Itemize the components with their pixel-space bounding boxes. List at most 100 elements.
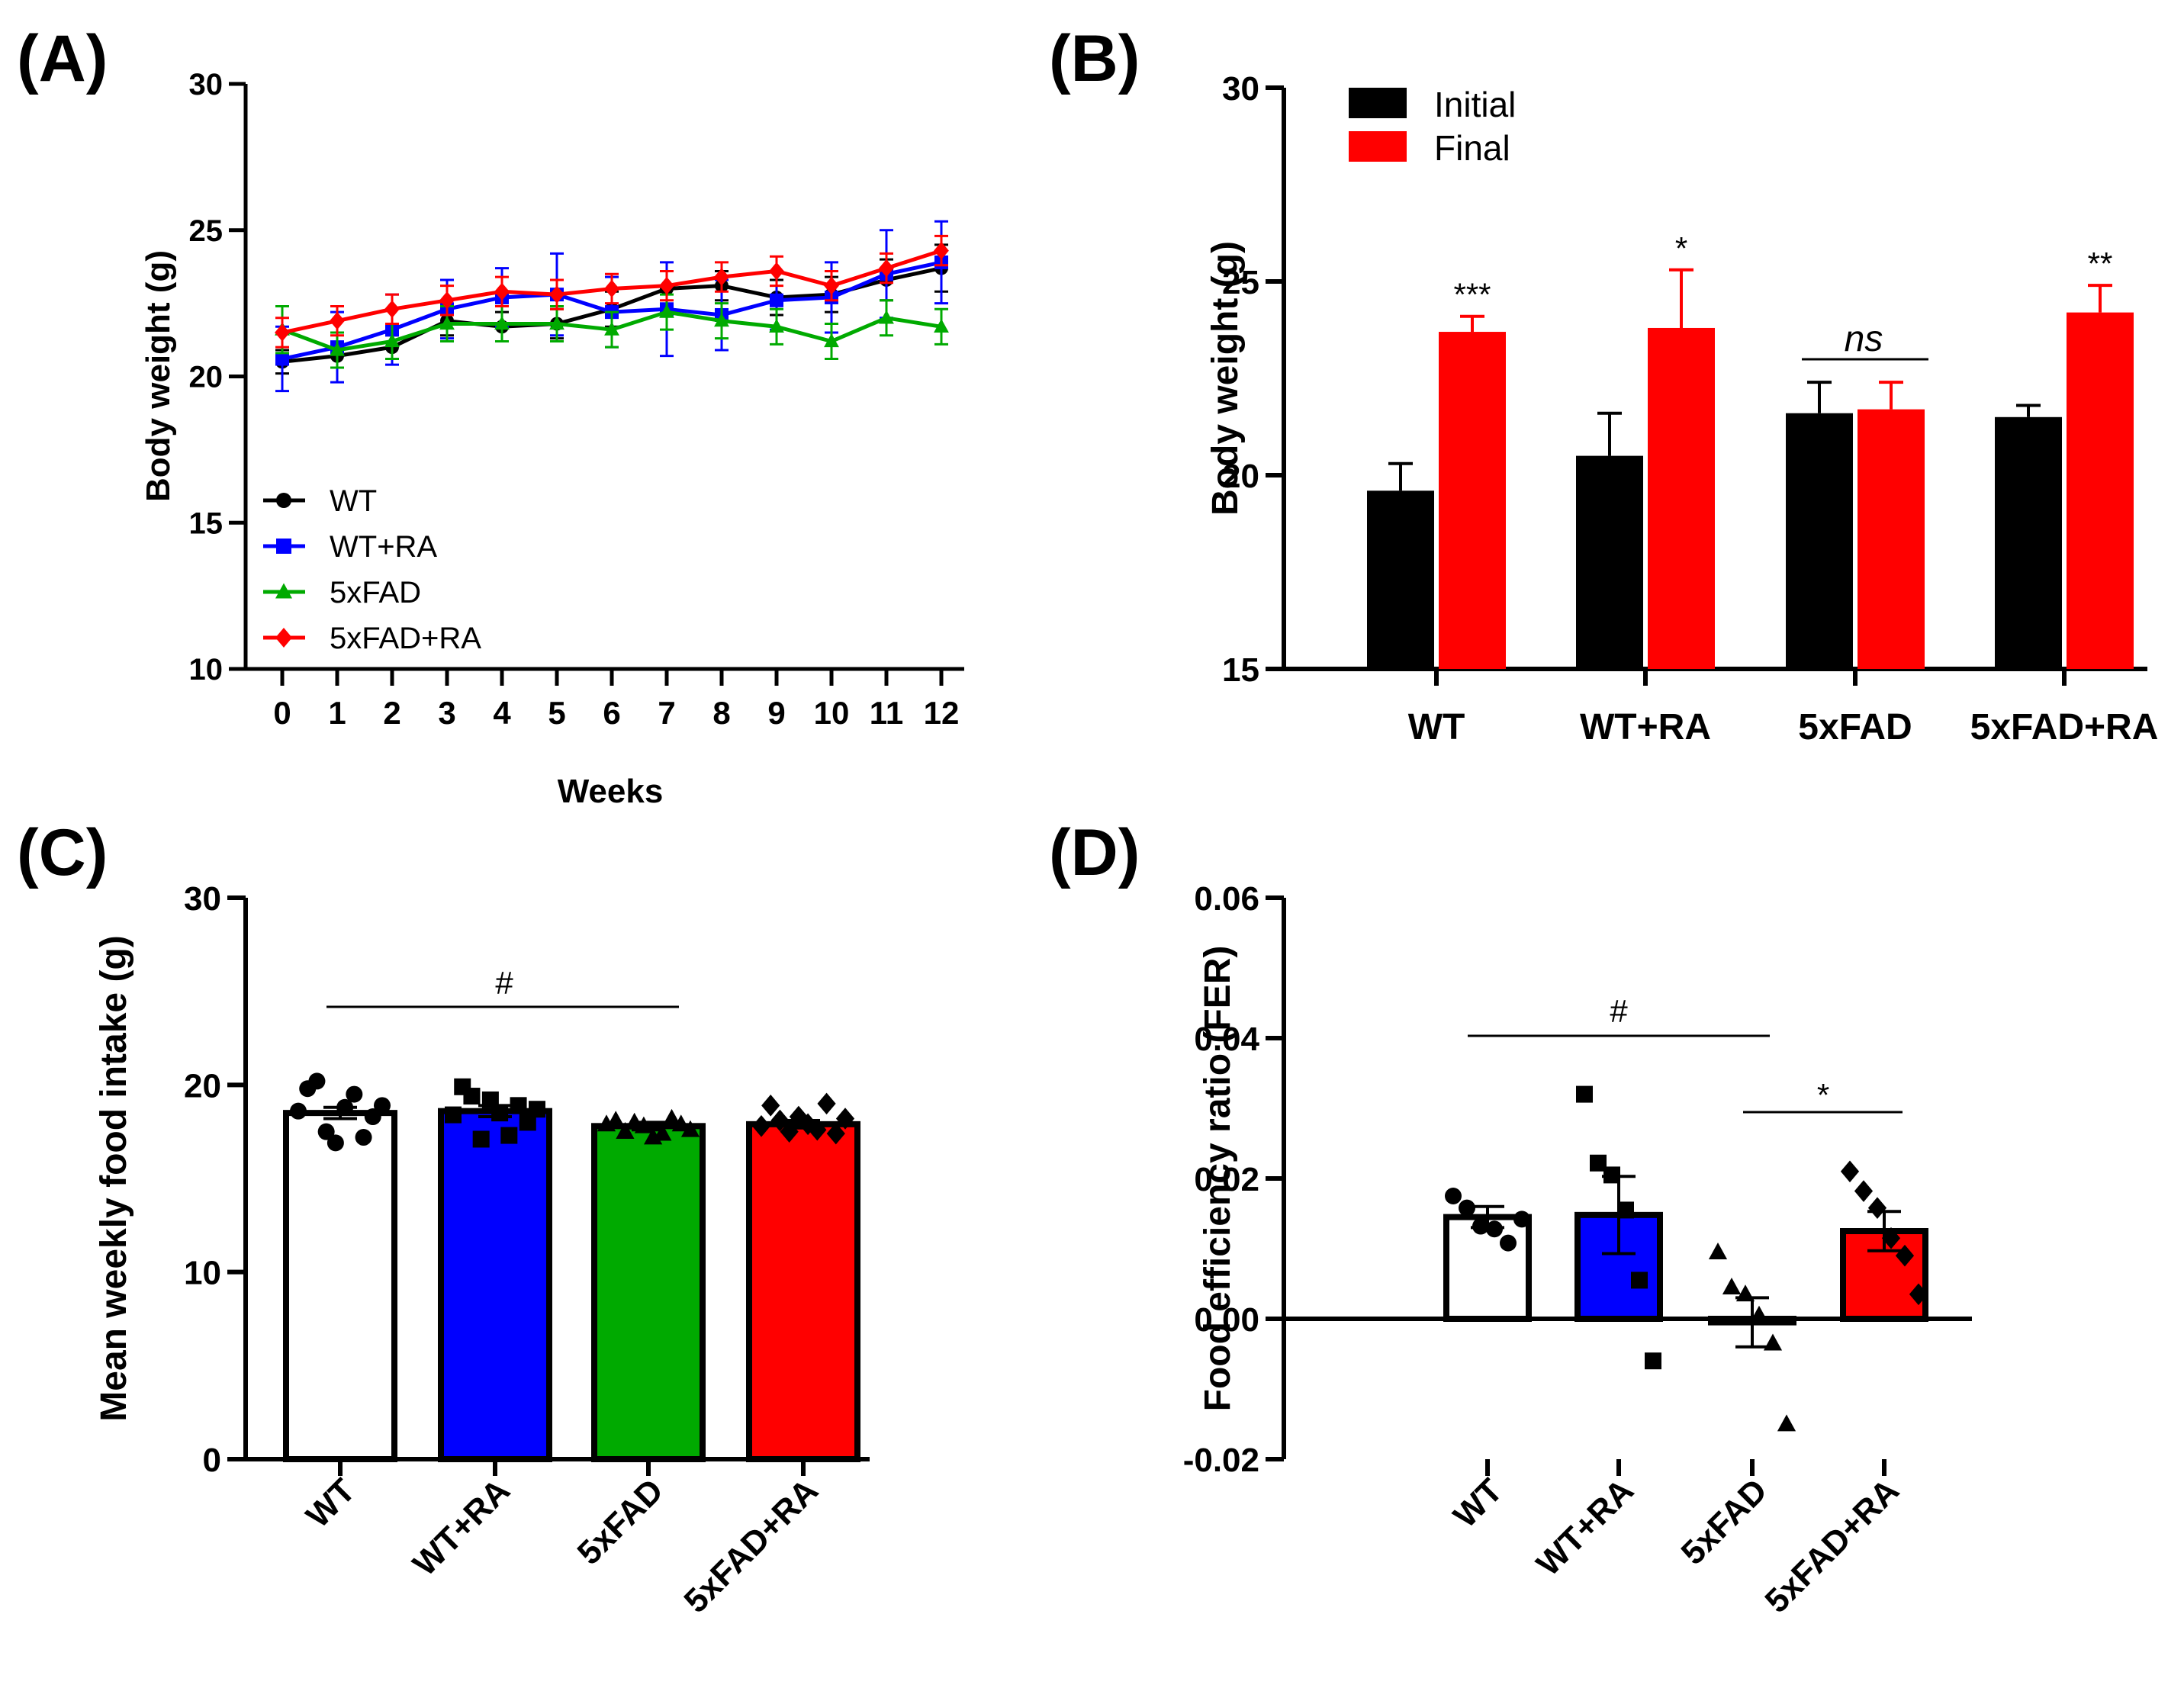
d-y-tick-label: -0.02 xyxy=(1183,1442,1259,1479)
a-x-tick-label: 7 xyxy=(658,695,675,731)
c-data-point xyxy=(817,1092,836,1115)
d-x-tick-label: 5xFAD+RA xyxy=(1758,1471,1906,1620)
a-point xyxy=(439,291,455,310)
d-data-point xyxy=(1645,1352,1661,1370)
d-y-tick-label: 0.00 xyxy=(1194,1301,1259,1339)
a-point xyxy=(604,321,619,336)
c-y-tick-label: 30 xyxy=(184,880,221,918)
a-x-tick-label: 12 xyxy=(924,695,960,731)
a-point xyxy=(330,311,345,330)
d-x-tick-label: 5xFAD xyxy=(1674,1471,1774,1571)
d-bar xyxy=(1443,1214,1532,1322)
b-legend-swatch xyxy=(1349,88,1407,118)
a-y-tick-label: 25 xyxy=(189,214,224,248)
b-y-axis-label: Body weight (g) xyxy=(1205,241,1246,516)
b-bar xyxy=(1576,455,1643,669)
a-y-tick-label: 20 xyxy=(189,361,224,394)
panel-label-d: (D) xyxy=(1049,816,1140,889)
c-data-point xyxy=(472,1130,490,1148)
panel-label-b: (B) xyxy=(1049,22,1140,95)
a-point xyxy=(714,268,729,286)
c-y-tick-label: 10 xyxy=(184,1255,221,1292)
c-data-point xyxy=(500,1127,518,1144)
a-point xyxy=(275,352,289,366)
a-legend-label: 5xFAD xyxy=(330,576,421,609)
b-x-tick-label: WT+RA xyxy=(1580,707,1711,748)
a-point xyxy=(934,318,949,333)
d-data-point xyxy=(1445,1188,1462,1204)
d-y-tick-label: 0.02 xyxy=(1194,1161,1259,1198)
d-y-tick-label: 0.06 xyxy=(1194,880,1259,918)
panel-label-a: (A) xyxy=(17,22,108,95)
d-data-point xyxy=(1576,1085,1593,1103)
c-data-point xyxy=(374,1097,391,1114)
c-data-point xyxy=(317,1123,335,1140)
b-y-tick-label: 25 xyxy=(1222,264,1259,301)
b-y-tick-label: 30 xyxy=(1222,70,1259,108)
d-data-point xyxy=(1590,1154,1607,1172)
b-significance: *** xyxy=(1453,277,1491,313)
c-y-axis-label: Mean weekly food intake (g) xyxy=(94,935,134,1421)
a-x-tick-label: 10 xyxy=(814,695,850,731)
a-x-tick-label: 8 xyxy=(712,695,730,731)
a-point xyxy=(384,333,400,348)
c-x-tick-label: 5xFAD xyxy=(571,1471,671,1571)
a-legend-marker xyxy=(275,628,292,648)
b-bar xyxy=(1439,332,1506,669)
a-point xyxy=(879,259,894,278)
a-point xyxy=(770,293,783,307)
c-x-tick-label: WT xyxy=(299,1471,362,1535)
a-x-tick-label: 2 xyxy=(383,695,400,731)
a-legend-label: 5xFAD+RA xyxy=(330,622,481,655)
c-data-point xyxy=(445,1106,462,1124)
a-point xyxy=(714,313,729,327)
c-data-point xyxy=(653,1124,672,1141)
a-point xyxy=(659,304,674,318)
a-point xyxy=(769,262,784,281)
c-data-point xyxy=(751,1115,771,1137)
c-bar xyxy=(746,1121,860,1463)
a-legend-marker xyxy=(275,583,292,599)
a-point xyxy=(604,279,619,298)
c-data-point xyxy=(680,1120,700,1137)
a-point xyxy=(824,276,839,295)
b-bar xyxy=(2067,312,2134,669)
b-bar xyxy=(1786,413,1853,669)
a-point xyxy=(659,276,674,295)
c-data-point xyxy=(463,1088,481,1105)
b-significance-ns: ns xyxy=(1845,319,1883,359)
d-data-point xyxy=(1854,1180,1874,1202)
a-legend-marker xyxy=(276,493,291,508)
b-bar xyxy=(1858,409,1925,669)
a-x-tick-label: 3 xyxy=(438,695,455,731)
d-data-point xyxy=(1500,1234,1517,1252)
b-x-tick-label: 5xFAD+RA xyxy=(1970,707,2159,748)
a-x-tick-label: 0 xyxy=(273,695,291,731)
c-y-tick-label: 0 xyxy=(203,1442,221,1479)
d-data-point xyxy=(1749,1305,1769,1323)
c-data-point xyxy=(346,1085,363,1103)
a-point xyxy=(494,282,510,301)
a-point xyxy=(824,333,839,348)
c-data-point xyxy=(519,1114,536,1131)
b-bar xyxy=(1367,490,1434,669)
b-bar xyxy=(1648,327,1715,669)
b-significance: ** xyxy=(2088,246,2113,281)
d-x-tick-label: WT xyxy=(1446,1471,1510,1535)
c-significance: # xyxy=(495,965,513,1001)
d-data-point xyxy=(1708,1242,1728,1259)
c-x-tick-label: 5xFAD+RA xyxy=(677,1471,825,1620)
c-bar xyxy=(283,1110,397,1462)
b-x-tick-label: WT xyxy=(1408,707,1465,748)
d-x-tick-label: WT+RA xyxy=(1529,1471,1641,1583)
c-data-point xyxy=(662,1108,681,1126)
d-data-point xyxy=(1881,1227,1901,1249)
a-x-tick-label: 11 xyxy=(870,695,903,731)
a-point xyxy=(769,318,784,333)
a-legend-label: WT+RA xyxy=(330,530,437,564)
d-data-point xyxy=(1867,1197,1887,1219)
a-legend-label: WT xyxy=(330,484,377,518)
a-point xyxy=(549,285,564,304)
a-y-tick-label: 10 xyxy=(189,653,224,686)
